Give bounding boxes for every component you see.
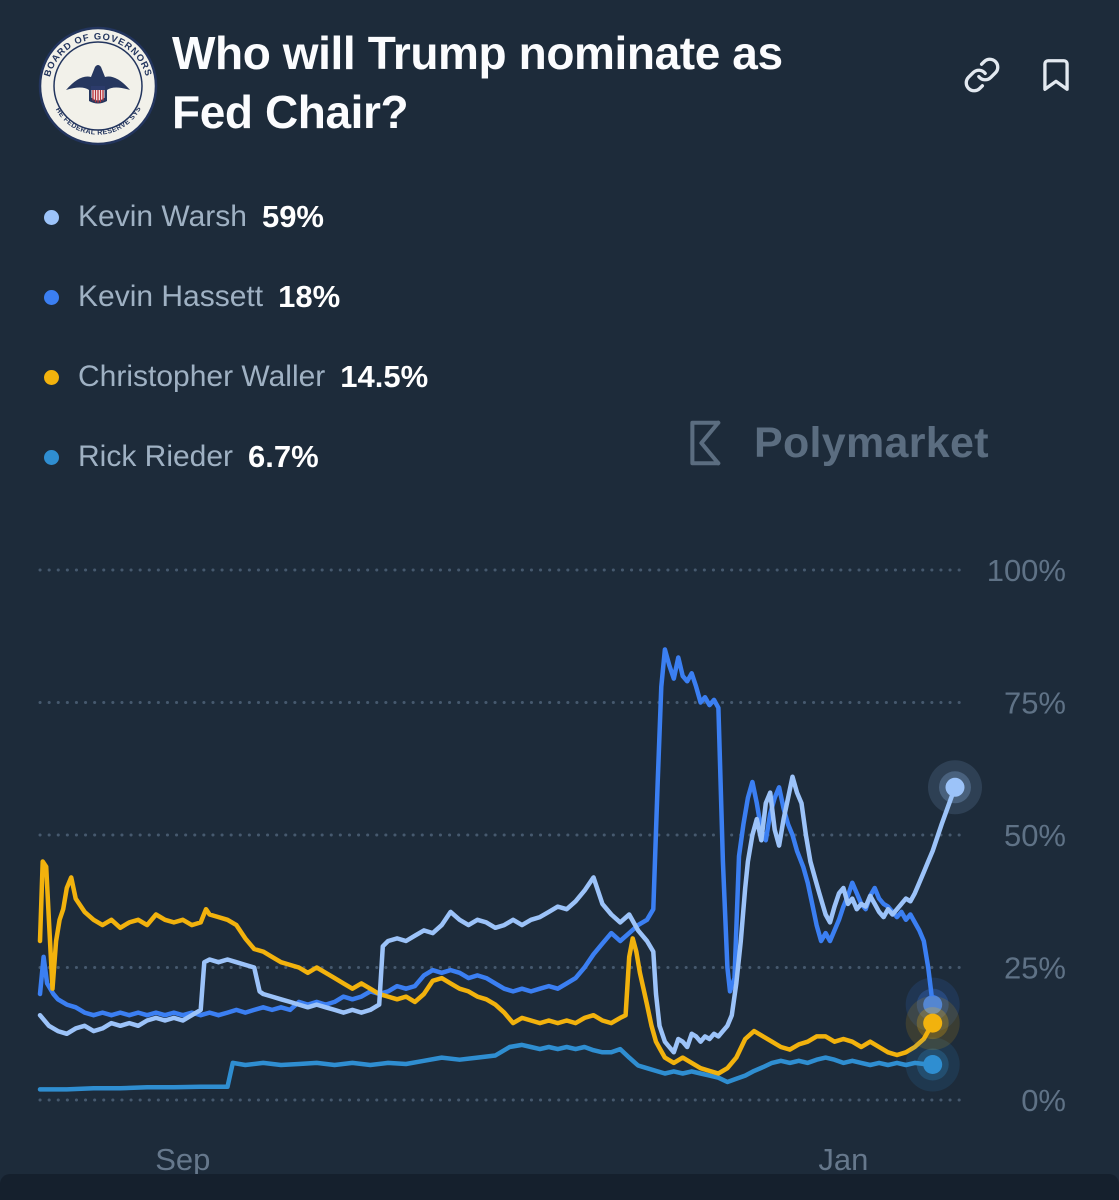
- legend-value: 14.5%: [340, 359, 429, 394]
- polymarket-logo-icon: [690, 420, 721, 466]
- x-axis-tick-label: Jan: [818, 1142, 868, 1177]
- header-actions: [963, 56, 1075, 94]
- series-line-rick-rieder: [37, 1042, 935, 1092]
- legend-item-kevin-hassett[interactable]: Kevin Hassett 18%: [44, 278, 428, 316]
- legend-name: Rick Rieder: [78, 440, 234, 473]
- seal-inner-ring: [53, 41, 143, 131]
- legend-name: Kevin Warsh: [78, 200, 247, 233]
- page-title: Who will Trump nominate as Fed Chair?: [172, 24, 783, 142]
- watermark-text: Polymarket: [754, 418, 989, 467]
- end-dot: [923, 995, 943, 1015]
- legend-item-kevin-warsh[interactable]: Kevin Warsh 59%: [44, 198, 428, 236]
- y-axis-tick-label: 25%: [1004, 951, 1066, 986]
- legend-item-christopher-waller[interactable]: Christopher Waller 14.5%: [44, 358, 428, 396]
- y-axis-tick-label: 50%: [1004, 818, 1066, 853]
- x-axis-tick-label: Sep: [155, 1142, 210, 1177]
- legend-dot-icon: [44, 289, 59, 305]
- series-line-kevin-hassett: [37, 647, 935, 1018]
- legend-value: 6.7%: [248, 439, 319, 474]
- y-axis-tick-label: 0%: [1021, 1083, 1066, 1118]
- probability-chart[interactable]: 100% 75% 50% 25% 0% Sep Jan: [0, 520, 1119, 1180]
- legend-item-rick-rieder[interactable]: Rick Rieder 6.7%: [44, 438, 428, 476]
- end-dot: [923, 1055, 943, 1074]
- legend-value: 18%: [278, 279, 341, 314]
- fed-seal-logo: BOARD OF GOVERNORS OF THE FEDERAL RESERV…: [38, 26, 158, 146]
- link-icon[interactable]: [963, 56, 1001, 94]
- bookmark-icon[interactable]: [1037, 56, 1075, 94]
- polymarket-watermark: Polymarket: [680, 416, 989, 470]
- title-line-1: Who will Trump nominate as: [172, 27, 783, 79]
- eagle-icon: [66, 65, 130, 104]
- end-dot: [923, 1013, 943, 1033]
- chart-legend: Kevin Warsh 59% Kevin Hassett 18% Christ…: [44, 198, 428, 518]
- legend-name: Christopher Waller: [78, 360, 326, 393]
- bottom-edge-bar: [0, 1174, 1119, 1200]
- title-line-2: Fed Chair?: [172, 85, 409, 138]
- y-axis-tick-label: 75%: [1004, 686, 1066, 721]
- legend-dot-icon: [44, 209, 59, 225]
- series-line-kevin-warsh: [37, 774, 958, 1055]
- series-line-christopher-waller: [37, 859, 935, 1076]
- y-axis-tick-label: 100%: [987, 553, 1066, 588]
- legend-dot-icon: [44, 449, 59, 465]
- legend-dot-icon: [44, 369, 59, 385]
- end-dot: [945, 777, 965, 797]
- legend-value: 59%: [261, 199, 324, 234]
- legend-name: Kevin Hassett: [78, 280, 264, 313]
